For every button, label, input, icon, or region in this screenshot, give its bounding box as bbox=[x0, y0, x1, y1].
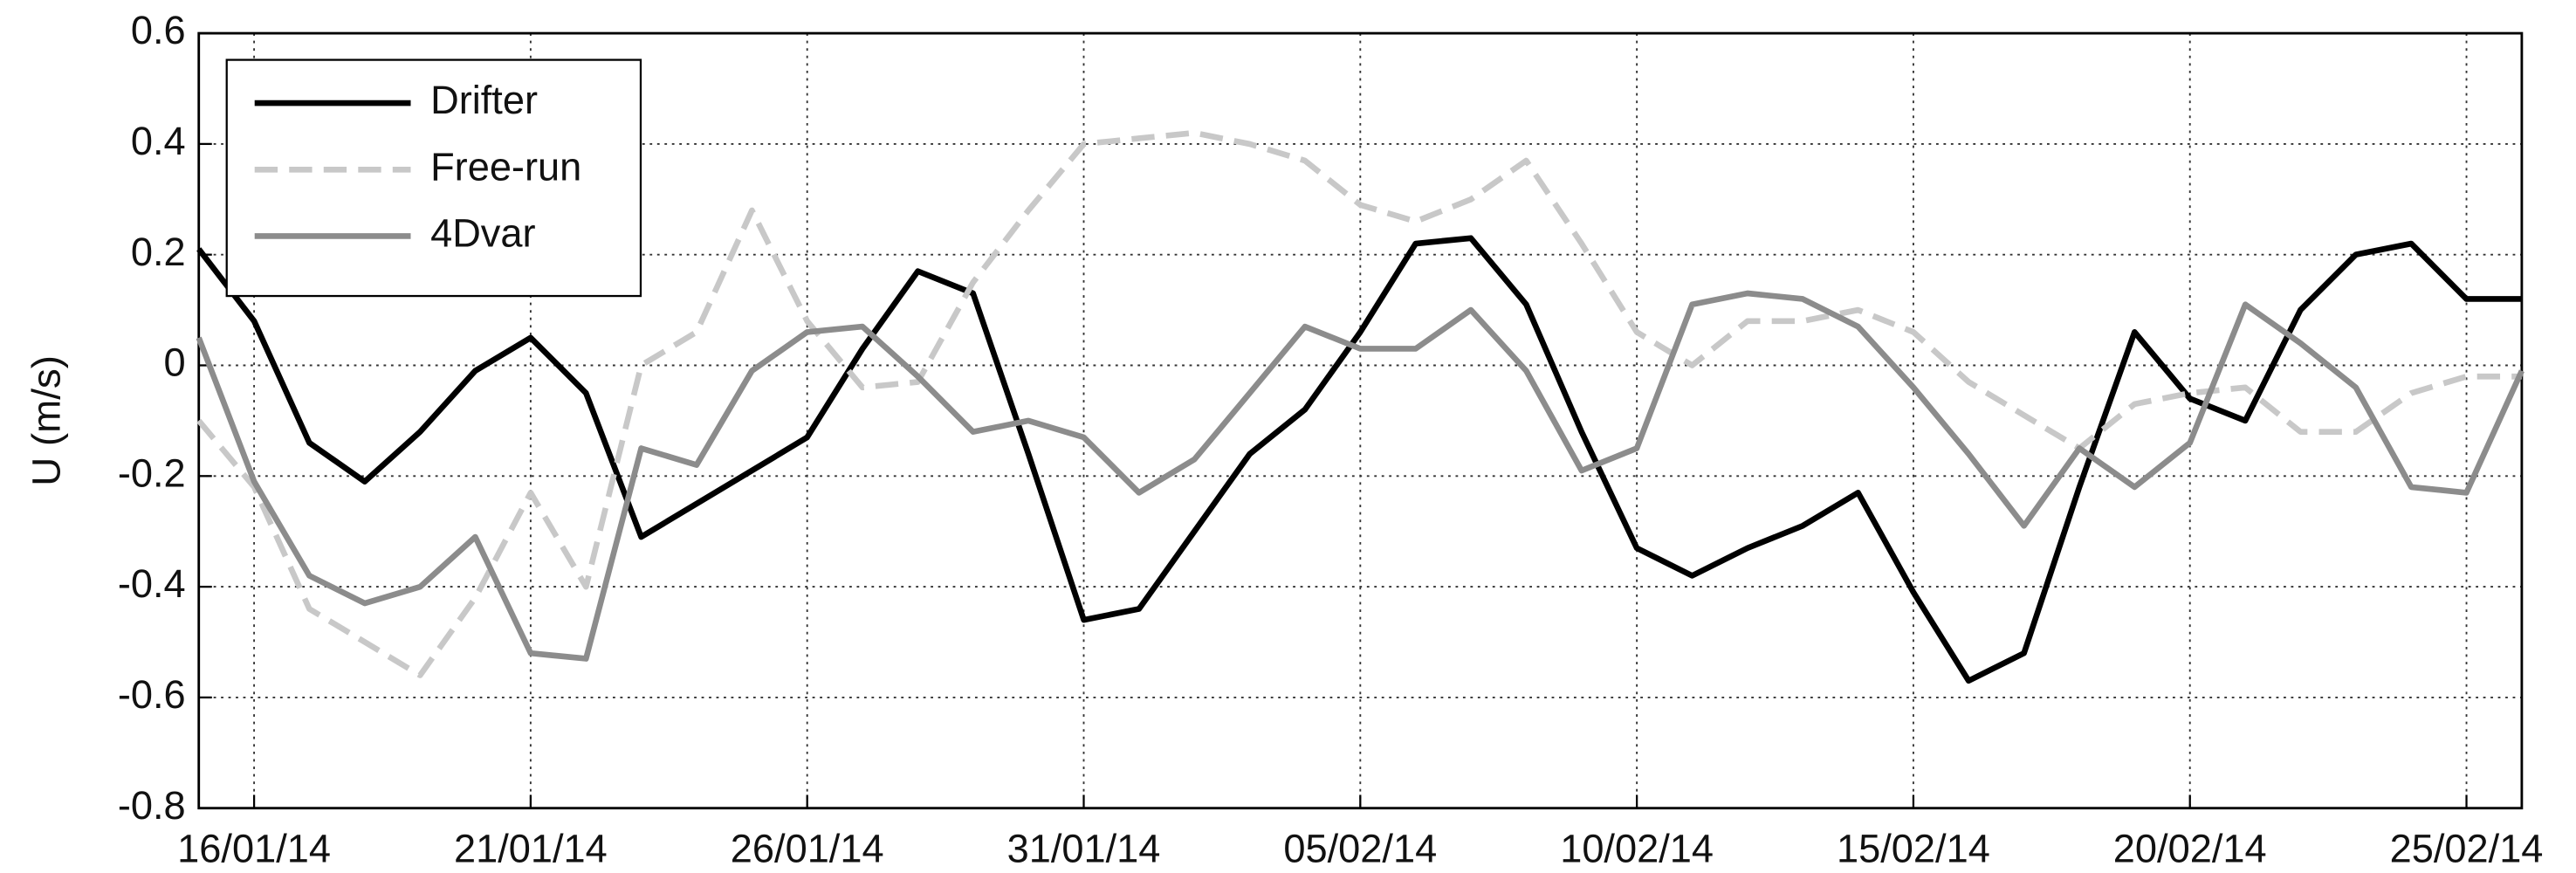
y-tick-label: 0.4 bbox=[131, 119, 186, 163]
legend-box bbox=[225, 58, 642, 298]
y-tick-label: 0 bbox=[164, 340, 186, 384]
y-axis-label: U (m/s) bbox=[24, 355, 69, 486]
x-tick-label: 15/02/14 bbox=[1837, 826, 1990, 870]
legend-label: Drifter bbox=[430, 78, 538, 122]
x-tick-label: 21/01/14 bbox=[454, 826, 608, 870]
data-line bbox=[196, 290, 2524, 662]
y-tick-label: -0.8 bbox=[118, 783, 186, 828]
x-tick-label: 26/01/14 bbox=[731, 826, 884, 870]
x-tick-label: 10/02/14 bbox=[1560, 826, 1714, 870]
y-tick-label: -0.4 bbox=[118, 561, 186, 606]
x-tick-label: 31/01/14 bbox=[1007, 826, 1161, 870]
legend-label: Free-run bbox=[430, 144, 581, 189]
y-tick-label: -0.2 bbox=[118, 450, 186, 495]
y-tick-label: 0.2 bbox=[131, 230, 186, 274]
x-tick-label: 25/02/14 bbox=[2390, 826, 2544, 870]
legend-label: 4Dvar bbox=[430, 210, 535, 255]
y-tick-label: -0.6 bbox=[118, 672, 186, 717]
data-line bbox=[196, 235, 2522, 684]
x-tick-label: 05/02/14 bbox=[1283, 826, 1437, 870]
x-tick-label: 20/02/14 bbox=[2113, 826, 2267, 870]
data-line bbox=[196, 129, 2522, 678]
x-tick-label: 16/01/14 bbox=[177, 826, 331, 870]
y-tick-label: 0.6 bbox=[131, 8, 186, 52]
